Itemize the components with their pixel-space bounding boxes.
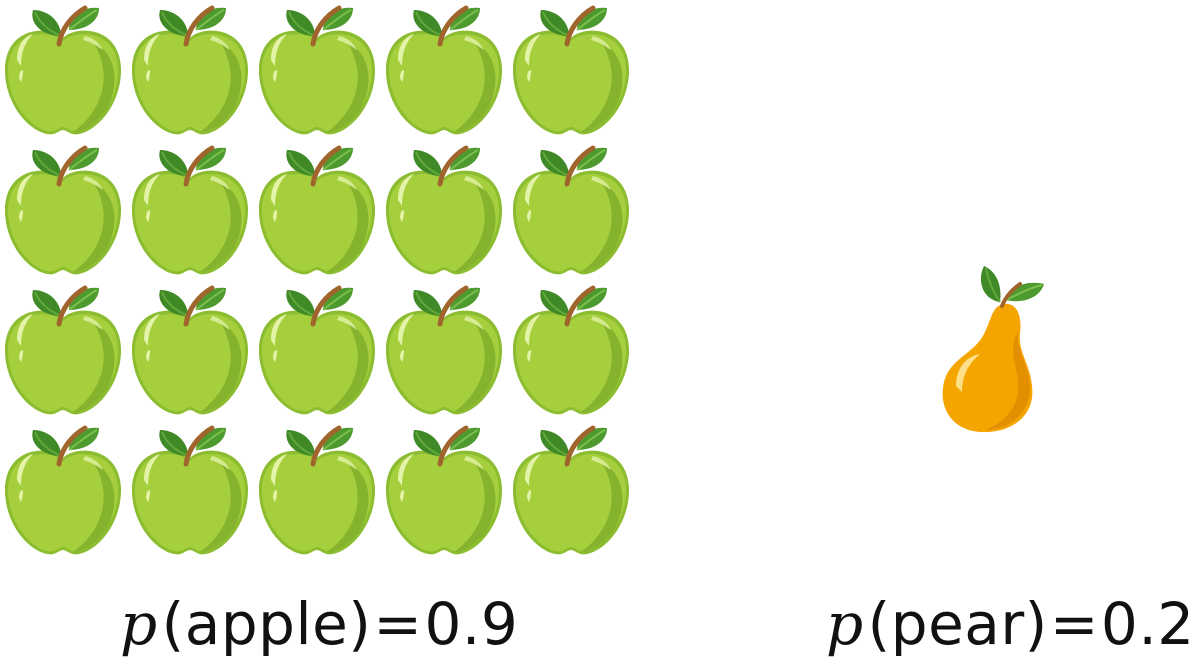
green-apple-icon	[386, 148, 502, 275]
pear-icon	[940, 264, 1046, 435]
pear-word: pear	[890, 590, 1025, 658]
probability-function: p	[826, 590, 864, 658]
green-apple-icon	[5, 288, 121, 415]
green-apple-icon	[132, 428, 248, 555]
pear-group	[940, 264, 1046, 435]
equals-sign: =	[373, 590, 423, 658]
green-apple-icon	[513, 148, 629, 275]
green-apple-icon	[5, 148, 121, 275]
apple-probability-value: 0.9	[424, 590, 519, 658]
apple-probability-label: p(apple)=0.9	[120, 590, 519, 658]
probability-function: p	[120, 590, 158, 658]
green-apple-icon	[513, 428, 629, 555]
green-apple-icon	[5, 428, 121, 555]
apple-word: apple	[184, 590, 349, 658]
green-apple-icon	[132, 288, 248, 415]
green-apple-icon	[386, 428, 502, 555]
green-apple-icon	[259, 428, 375, 555]
green-apple-icon	[5, 8, 121, 135]
green-apple-icon	[259, 8, 375, 135]
green-apple-icon	[513, 8, 629, 135]
green-apple-icon	[386, 288, 502, 415]
apple-grid	[5, 8, 629, 555]
green-apple-icon	[132, 8, 248, 135]
green-apple-icon	[513, 288, 629, 415]
green-apple-icon	[259, 288, 375, 415]
equals-sign: =	[1049, 590, 1099, 658]
pear-probability-label: p(pear)=0.2	[826, 590, 1195, 658]
pear-probability-value: 0.2	[1100, 590, 1195, 658]
green-apple-icon	[132, 148, 248, 275]
green-apple-icon	[259, 148, 375, 275]
green-apple-icon	[386, 8, 502, 135]
